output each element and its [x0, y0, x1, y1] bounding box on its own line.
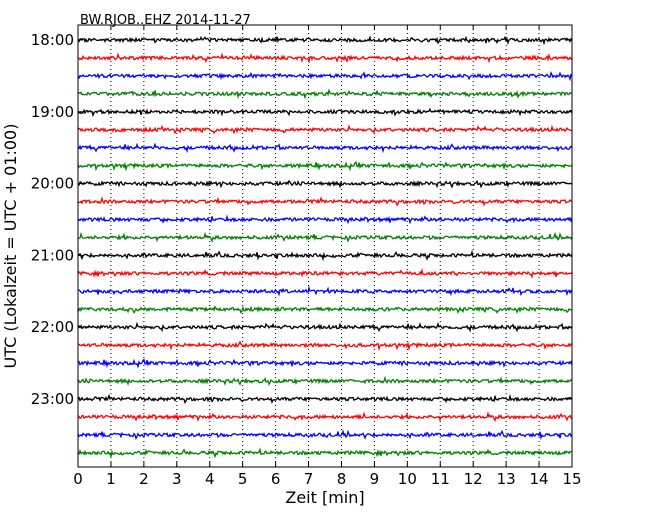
y-tick-label: 23:00 — [31, 390, 74, 408]
y-tick-label: 20:00 — [31, 175, 74, 193]
x-tick-label: 1 — [106, 470, 116, 488]
trace-2345 — [77, 447, 573, 459]
trace-2015 — [78, 196, 573, 207]
x-tick-label: 0 — [73, 470, 83, 488]
x-tick-label: 9 — [370, 470, 380, 488]
x-tick-label: 2 — [139, 470, 149, 488]
seismogram-traces — [77, 35, 573, 459]
y-axis: 18:00 19:00 20:00 21:00 22:00 23:00 — [31, 31, 572, 408]
plot-frame — [77, 24, 573, 468]
trace-1830 — [77, 70, 573, 82]
x-tick-label: 13 — [497, 470, 516, 488]
y-tick-label: 19:00 — [31, 103, 74, 121]
trace-2145 — [77, 305, 573, 315]
x-tick-label: 7 — [304, 470, 314, 488]
trace-1815 — [77, 52, 573, 64]
y-tick-label: 21:00 — [31, 246, 74, 264]
x-tick-label: 5 — [238, 470, 248, 488]
y-axis-label: UTC (Lokalzeit = UTC + 01:00) — [1, 124, 20, 369]
x-axis: 0 1 2 3 4 5 6 7 8 9 10 11 12 13 14 15 — [73, 25, 582, 488]
x-tick-label: 15 — [562, 470, 581, 488]
x-tick-label: 4 — [205, 470, 215, 488]
x-tick-label: 8 — [337, 470, 347, 488]
x-tick-label: 12 — [464, 470, 483, 488]
trace-1900 — [77, 107, 573, 118]
plot-title: BW.RJOB..EHZ 2014-11-27 — [80, 13, 251, 28]
trace-2245 — [77, 375, 573, 387]
trace-1800 — [77, 35, 573, 46]
trace-2030 — [77, 214, 573, 225]
trace-1845 — [77, 88, 573, 100]
x-tick-label: 3 — [172, 470, 182, 488]
trace-2230 — [77, 358, 573, 369]
trace-2115 — [77, 267, 573, 279]
trace-2045 — [77, 231, 573, 243]
y-tick-label: 22:00 — [31, 318, 74, 336]
x-axis-label: Zeit [min] — [285, 488, 364, 507]
y-tick-label: 18:00 — [31, 31, 74, 49]
trace-2330 — [77, 429, 573, 441]
grid-lines — [110, 25, 540, 467]
trace-2130 — [77, 285, 573, 297]
trace-2200 — [77, 321, 573, 333]
trace-1945 — [77, 161, 573, 172]
trace-2215 — [77, 340, 573, 352]
trace-1915 — [77, 124, 573, 135]
x-tick-label: 6 — [271, 470, 281, 488]
x-tick-label: 11 — [431, 470, 450, 488]
x-tick-label: 10 — [398, 470, 417, 488]
trace-2315 — [77, 411, 573, 423]
trace-1930 — [77, 142, 573, 154]
trace-2300 — [77, 393, 573, 405]
x-tick-label: 14 — [530, 470, 549, 488]
trace-2000 — [77, 179, 573, 189]
trace-2100 — [77, 249, 573, 262]
